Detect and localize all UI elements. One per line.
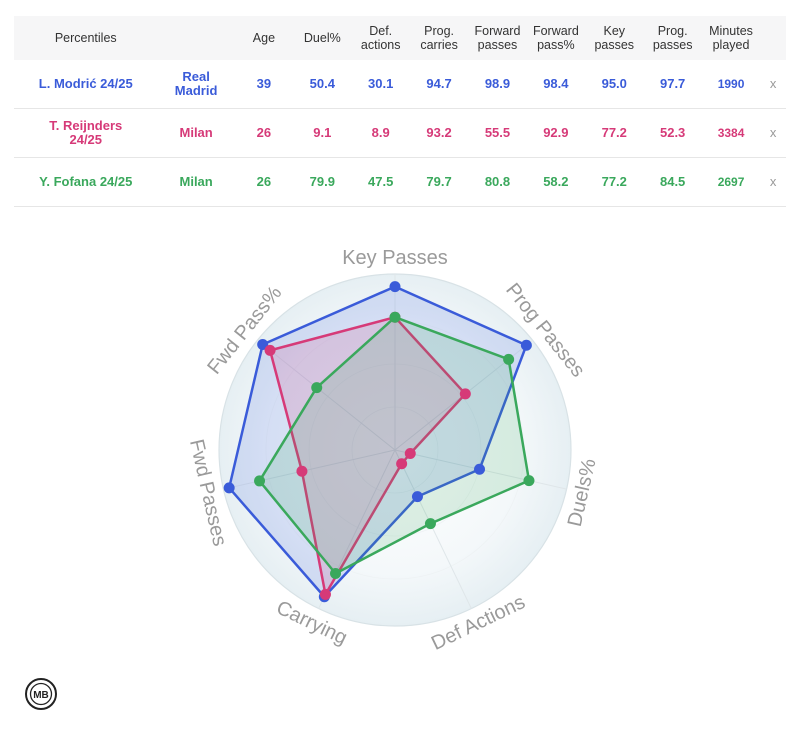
- table-row: L. Modrić 24/25 Real Madrid 39 50.4 30.1…: [14, 60, 786, 109]
- prog-carries-value: 94.7: [426, 76, 452, 91]
- radar-point: [474, 463, 486, 475]
- radar-point: [520, 339, 532, 351]
- radar-point: [296, 465, 308, 477]
- team-name: Real Madrid: [174, 69, 218, 98]
- radar-point: [396, 458, 408, 470]
- header-prog-passes: Prog. passes: [652, 24, 693, 52]
- logo-text: MB: [33, 690, 49, 701]
- table-row: T. Reijnders 24/25 Milan 26 9.1 8.9 93.2…: [14, 109, 786, 158]
- header-def-actions: Def. actions: [360, 24, 401, 52]
- prog-carries-value: 79.7: [426, 174, 452, 189]
- minutes-value: 3384: [717, 126, 745, 140]
- duel-value: 79.9: [309, 174, 335, 189]
- radar-point: [411, 491, 423, 503]
- radar-point: [223, 482, 235, 494]
- age-value: 26: [256, 174, 272, 189]
- radar-axis-label: Key Passes: [342, 247, 448, 269]
- radar-point: [404, 447, 416, 459]
- key-passes-value: 77.2: [601, 174, 627, 189]
- prog-passes-value: 52.3: [659, 125, 686, 140]
- percentiles-table: Percentiles Age Duel% Def. actions Prog.…: [14, 16, 786, 207]
- table-header: Percentiles Age Duel% Def. actions Prog.…: [14, 16, 786, 60]
- player-name: T. Reijnders 24/25: [49, 118, 123, 147]
- forward-pass-pct-value: 92.9: [543, 125, 569, 140]
- remove-player-button[interactable]: x: [769, 76, 777, 91]
- minutes-value: 1990: [717, 77, 745, 91]
- radar-point: [424, 518, 436, 530]
- radar-axis-line: [223, 449, 396, 490]
- radar-point: [330, 568, 342, 580]
- player-name: L. Modrić 24/25: [38, 76, 133, 91]
- mb-logo: MB: [25, 678, 57, 710]
- radar-point: [257, 338, 269, 350]
- player-name: Y. Fofana 24/25: [39, 174, 133, 189]
- header-prog-carries: Prog. carries: [420, 24, 458, 52]
- forward-pass-pct-value: 58.2: [543, 174, 569, 189]
- header-duel: Duel%: [303, 31, 341, 45]
- forward-passes-value: 80.8: [484, 174, 511, 189]
- header-minutes-played: Minutes played: [709, 24, 753, 52]
- table-row: Y. Fofana 24/25 Milan 26 79.9 47.5 79.7 …: [14, 158, 786, 207]
- radar-series-area: [227, 285, 528, 599]
- def-actions-value: 30.1: [368, 76, 394, 91]
- def-actions-value: 8.9: [371, 125, 390, 140]
- radar-point: [459, 388, 471, 400]
- radar-series-area: [258, 315, 531, 575]
- team-name: Milan: [179, 125, 213, 140]
- age-value: 39: [256, 76, 272, 91]
- duel-value: 50.4: [309, 76, 335, 91]
- key-passes-value: 95.0: [601, 76, 627, 91]
- radar-point: [389, 311, 401, 323]
- radar-point: [503, 353, 515, 365]
- key-passes-value: 77.2: [601, 125, 627, 140]
- radar-point: [264, 344, 276, 356]
- age-value: 26: [256, 125, 272, 140]
- radar-point: [311, 382, 323, 394]
- header-percentiles: Percentiles: [54, 31, 117, 45]
- prog-passes-value: 97.7: [659, 76, 686, 91]
- header-forward-pass-pct: Forward pass%: [532, 24, 579, 52]
- radar-point: [319, 588, 331, 600]
- radar-axis-line: [394, 449, 472, 609]
- prog-passes-value: 84.5: [659, 174, 686, 189]
- radar-axis-line: [257, 339, 396, 451]
- minutes-value: 2697: [717, 175, 745, 189]
- header-forward-passes: Forward passes: [474, 24, 521, 52]
- forward-pass-pct-value: 98.4: [543, 76, 569, 91]
- radar-point: [254, 475, 266, 487]
- team-name: Milan: [179, 174, 213, 189]
- radar-series-layer: [223, 281, 535, 603]
- prog-carries-value: 93.2: [426, 125, 452, 140]
- def-actions-value: 47.5: [368, 174, 394, 189]
- remove-player-button[interactable]: x: [769, 125, 777, 140]
- radar-point: [389, 281, 401, 293]
- forward-passes-value: 55.5: [484, 125, 511, 140]
- header-key-passes: Key passes: [594, 24, 635, 52]
- radar-point: [523, 475, 535, 487]
- remove-player-button[interactable]: x: [769, 174, 777, 189]
- duel-value: 9.1: [313, 125, 332, 140]
- forward-passes-value: 98.9: [484, 76, 511, 91]
- header-age: Age: [252, 31, 276, 45]
